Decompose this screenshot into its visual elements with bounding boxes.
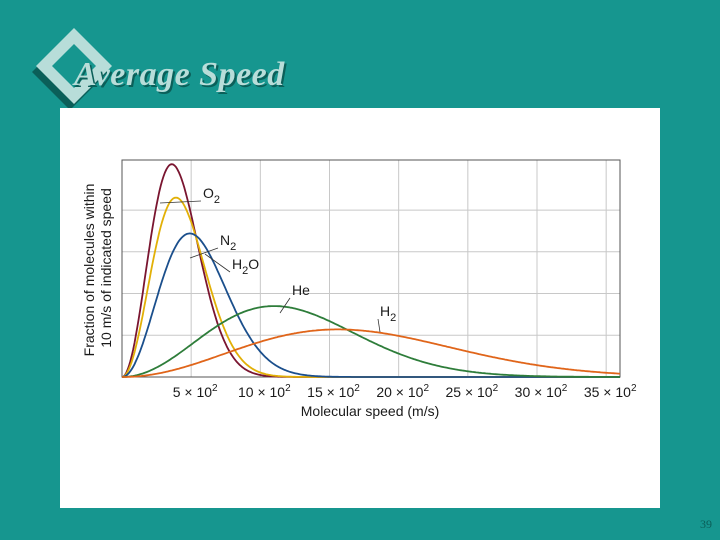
x-tick-label: 35 × 102 <box>584 383 637 400</box>
x-tick-label: 25 × 102 <box>445 383 498 400</box>
chart-panel: O2 N2 H2O He H2 5 × 102 10 × 102 15 × 102 20 × … <box>60 108 660 508</box>
x-tick-label: 30 × 102 <box>515 383 568 400</box>
corner-diamond-decoration <box>32 28 112 110</box>
series-line-h2o <box>121 232 620 378</box>
leader-line-n2 <box>189 247 219 259</box>
series-label-n2: N2 <box>220 232 236 253</box>
leader-line-h2o <box>204 253 231 273</box>
x-tick-label: 10 × 102 <box>238 383 291 400</box>
series-label-h2: H2 <box>380 303 396 324</box>
y-axis-label-line-1: Fraction of molecules within <box>81 184 97 357</box>
series-line-h2 <box>122 328 620 378</box>
leader-line-o2 <box>159 200 202 204</box>
series-label-o2: O2 <box>203 185 220 206</box>
x-tick-labels: 5 × 102 10 × 102 15 × 102 20 × 102 25 × 102 3… <box>173 383 637 400</box>
x-tick-label: 20 × 102 <box>376 383 429 400</box>
series-label-he: He <box>292 282 310 298</box>
series-line-n2 <box>121 196 620 378</box>
x-tick-label: 5 × 102 <box>173 383 218 400</box>
series-label-h2o: H2O <box>232 256 259 277</box>
leader-line-h2 <box>377 318 381 333</box>
series-line-o2 <box>121 163 620 378</box>
series-line-he <box>122 305 620 378</box>
leader-line-he <box>279 297 291 314</box>
y-axis-label: Fraction of molecules within 10 m/s of i… <box>81 180 114 357</box>
grid <box>122 160 620 377</box>
plot-frame <box>121 159 621 378</box>
x-tick-label: 15 × 102 <box>307 383 360 400</box>
x-axis-label: Molecular speed (m/s) <box>301 403 440 419</box>
y-axis-label-line-2: 10 m/s of indicated speed <box>98 188 114 348</box>
series-layer <box>121 163 620 378</box>
page-number: 39 <box>700 517 712 531</box>
slide-title: Average Speed <box>74 56 285 93</box>
speed-distribution-chart: O2 N2 H2O He H2 5 × 102 10 × 102 15 × 102 20 × … <box>81 159 637 419</box>
series-labels: O2 N2 H2O He H2 <box>159 185 396 333</box>
